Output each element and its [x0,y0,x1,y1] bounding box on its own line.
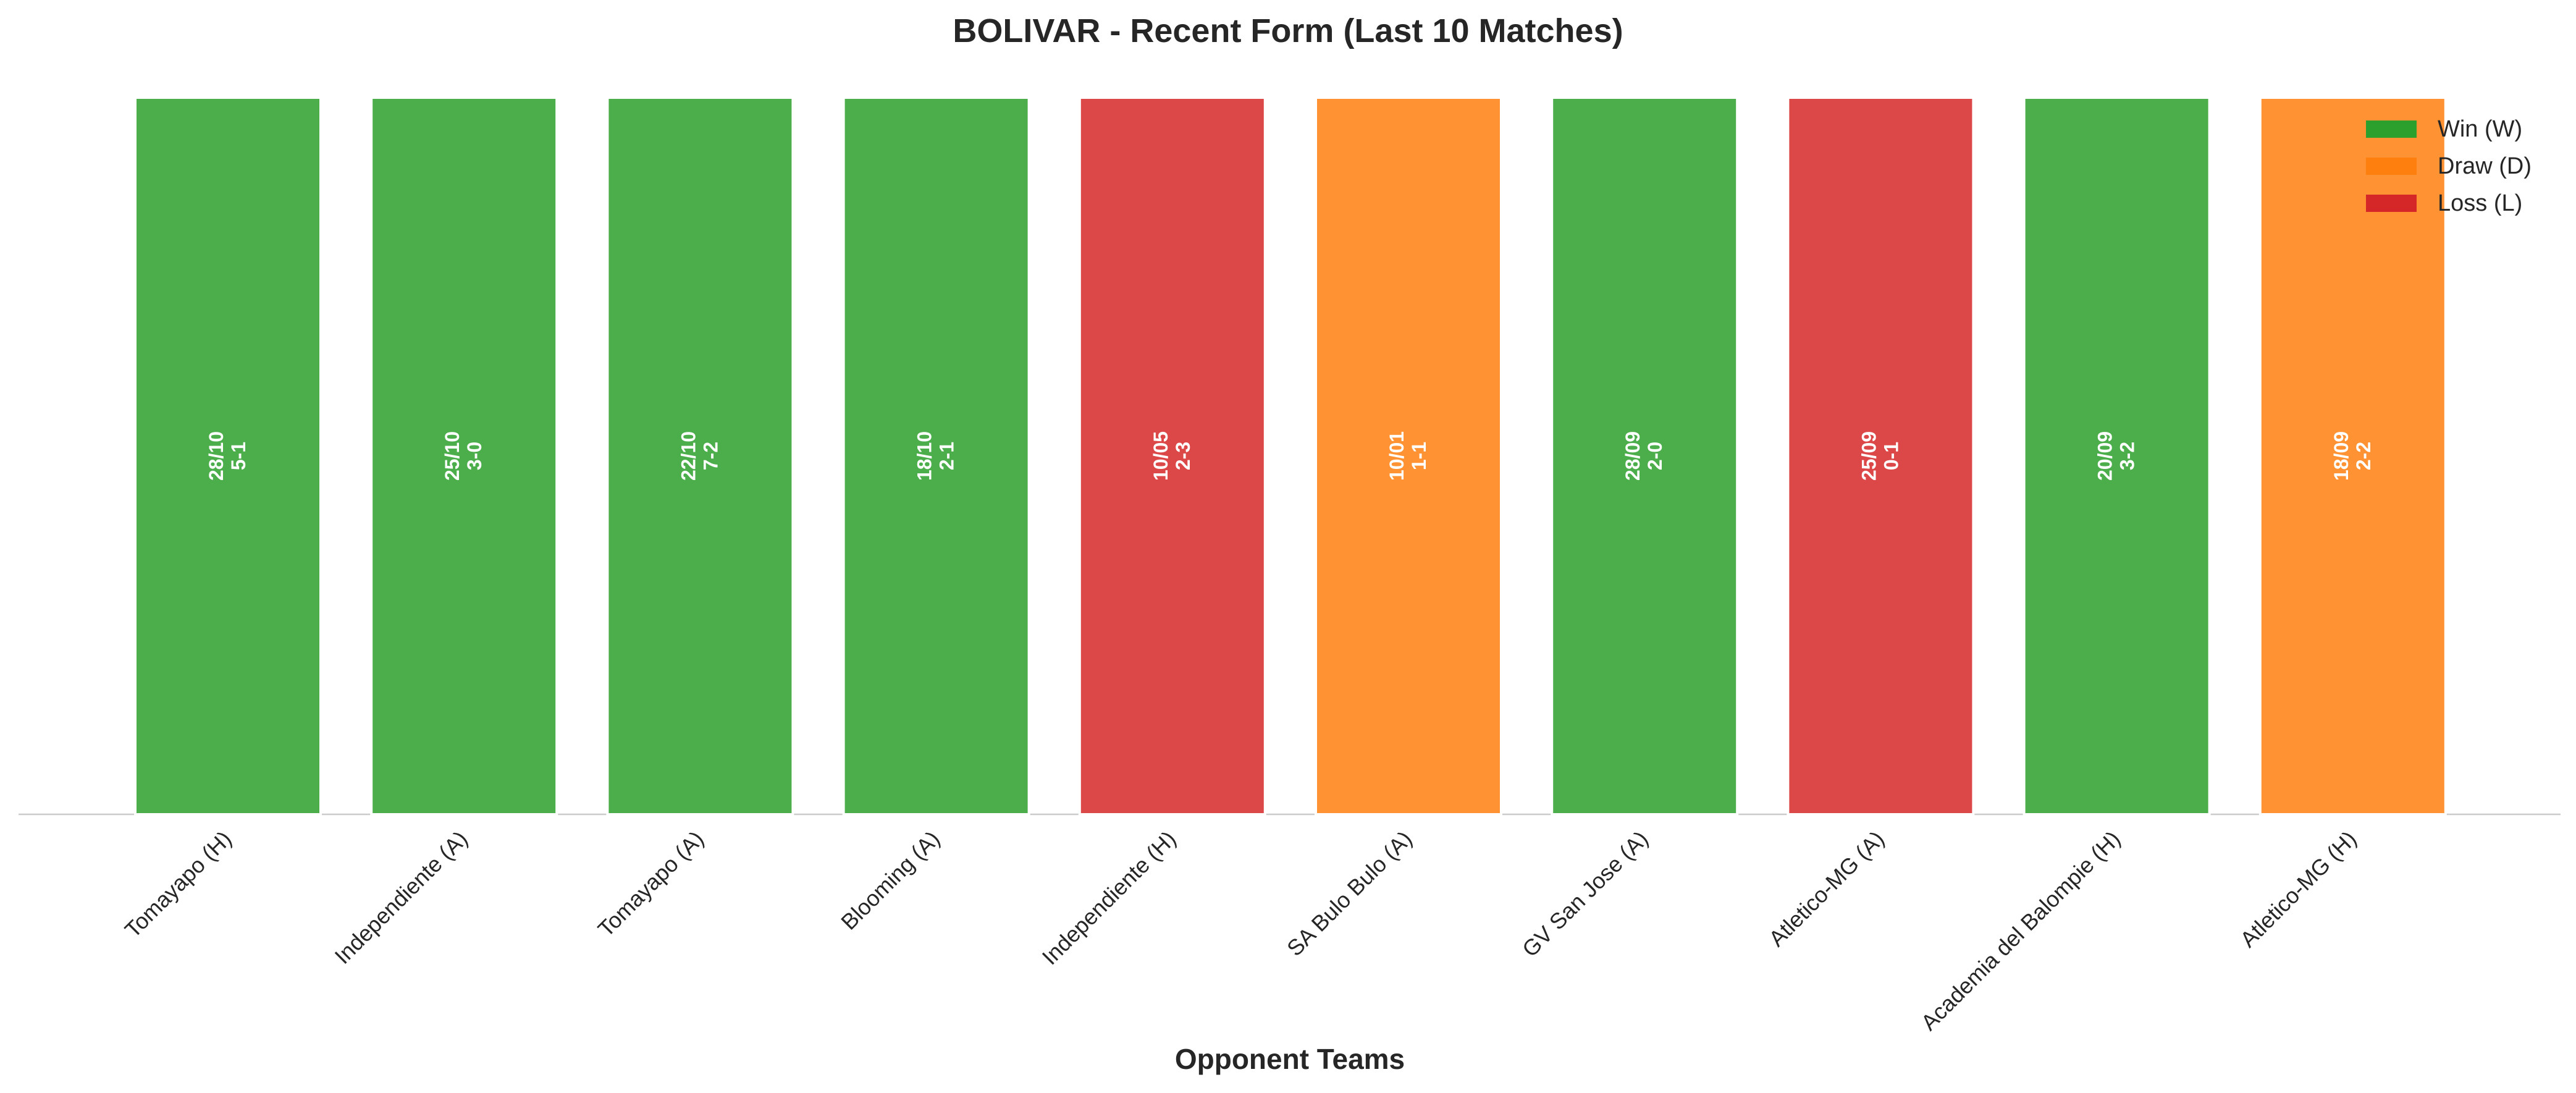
bar-score-6: 1-1 [1408,442,1430,470]
bar-score-4: 2-1 [936,442,958,470]
bar-6 [1315,96,1502,816]
bar-date-10: 18/09 [2330,431,2352,481]
bar-score-1: 5-1 [227,442,250,470]
bar-date-6: 10/01 [1386,431,1408,481]
x-tick-label-7: GV San Jose (A) [1517,826,1653,962]
bar-data-label-6: 10/011-1 [1386,431,1430,481]
bar-1 [134,96,322,816]
bar-4 [842,96,1030,816]
bar-date-1: 28/10 [205,431,227,481]
bar-data-label-4: 18/102-1 [914,431,958,481]
bar-data-label-10: 18/092-2 [2330,431,2375,481]
bar-8 [1787,96,1975,816]
legend: Win (W) Draw (D) Loss (L) [2366,116,2532,216]
x-tick-label-10: Atletico-MG (H) [2235,826,2361,952]
bar-data-label-9: 20/093-2 [2094,431,2139,481]
x-tick-label-5: Independiente (H) [1037,826,1181,970]
chart-title: BOLIVAR - Recent Form (Last 10 Matches) [953,12,1623,49]
bar-data-label-7: 28/092-0 [1622,431,1666,481]
legend-swatch-w [2366,120,2417,138]
bar-data-label-8: 25/090-1 [1858,431,1902,481]
bar-date-5: 10/05 [1150,431,1172,481]
bar-score-10: 2-2 [2352,442,2375,470]
bar-score-5: 2-3 [1172,442,1194,470]
x-tick-label-3: Tomayapo (A) [593,826,709,942]
bar-date-2: 25/10 [441,431,463,481]
bar-score-3: 7-2 [699,442,722,470]
bar-date-7: 28/09 [1622,431,1644,481]
legend-label-d: Draw (D) [2438,153,2532,179]
bar-3 [606,96,794,816]
bar-9 [2022,96,2211,816]
legend-label-l: Loss (L) [2438,190,2522,216]
bars-layer [134,96,2447,816]
bar-labels-layer: 28/105-1 25/103-0 22/107-2 18/102-1 10/052-3… [205,431,2375,481]
x-axis-label: Opponent Teams [1175,1043,1405,1075]
bar-score-9: 3-2 [2116,442,2139,470]
x-tick-label-6: SA Bulo Bulo (A) [1282,826,1417,961]
legend-swatch-l [2366,195,2417,212]
bar-date-3: 22/10 [677,431,699,481]
bar-data-label-1: 28/105-1 [205,431,250,481]
bar-date-8: 25/09 [1858,431,1880,481]
bar-score-2: 3-0 [463,442,486,470]
bar-data-label-2: 25/103-0 [441,431,486,481]
bar-data-label-3: 22/107-2 [677,431,722,481]
legend-label-w: Win (W) [2438,116,2522,142]
bar-date-9: 20/09 [2094,431,2116,481]
legend-swatch-d [2366,158,2417,175]
bar-2 [370,96,558,816]
x-tick-label-1: Tomayapo (H) [120,826,237,943]
bar-data-label-5: 10/052-3 [1150,431,1194,481]
x-tick-label-8: Atletico-MG (A) [1764,826,1889,952]
bar-score-7: 2-0 [1644,442,1666,470]
x-tick-label-4: Blooming (A) [836,826,945,935]
x-tick-labels: Tomayapo (H) Independiente (A) Tomayapo (A… [120,826,2362,1036]
bar-date-4: 18/10 [914,431,936,481]
bar-5 [1078,96,1266,816]
x-tick-label-2: Independiente (A) [329,826,472,969]
bar-7 [1551,96,1739,816]
bar-10 [2258,96,2447,816]
x-tick-label-9: Academia del Balompie (H) [1916,826,2125,1036]
bar-score-8: 0-1 [1880,442,1902,470]
